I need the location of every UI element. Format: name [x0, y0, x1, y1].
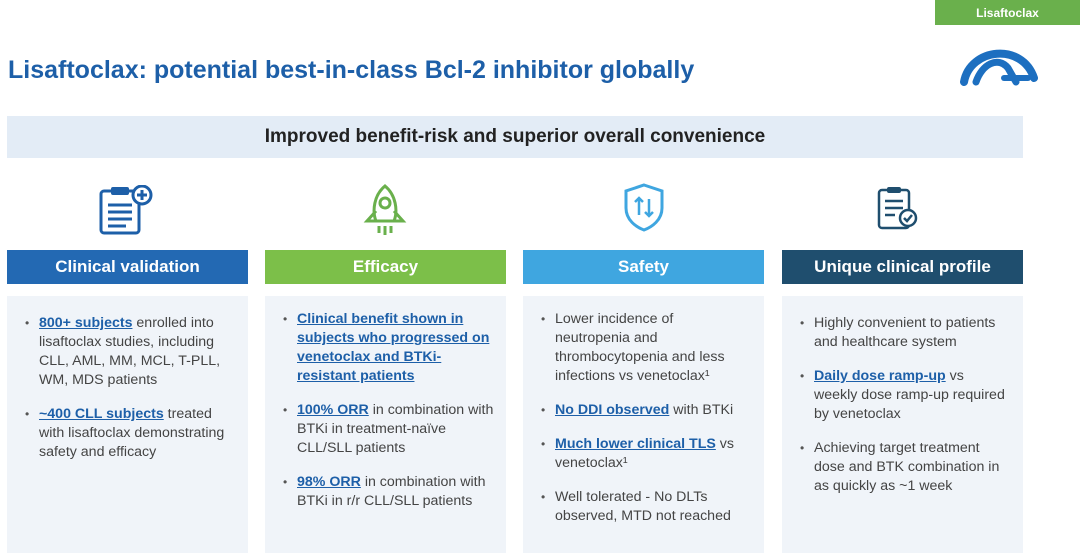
shield-icon — [624, 183, 664, 232]
list-item: Daily dose ramp-up vs weekly dose ramp-u… — [800, 367, 1011, 424]
list-item: Achieving target treatment dose and BTK … — [800, 439, 1011, 496]
list-item: 100% ORR in combination with BTKi in tre… — [283, 401, 494, 458]
list-item: 800+ subjects enrolled into lisaftoclax … — [25, 314, 236, 390]
column-header-unique-profile: Unique clinical profile — [782, 250, 1023, 284]
checklist-icon — [877, 187, 918, 230]
subtitle-banner: Improved benefit-risk and superior overa… — [7, 116, 1023, 158]
list-item: ~400 CLL subjects treated with lisaftocl… — [25, 405, 236, 462]
column-body-unique-profile: Highly convenient to patients and health… — [782, 296, 1023, 553]
column-body-clinical-validation: 800+ subjects enrolled into lisaftoclax … — [7, 296, 248, 553]
list-item: Highly convenient to patients and health… — [800, 314, 1011, 352]
list-item: Lower incidence of neutropenia and throm… — [541, 310, 752, 386]
brand-tag: Lisaftoclax — [935, 0, 1080, 25]
column-header-clinical-validation: Clinical validation — [7, 250, 248, 284]
list-item: No DDI observed with BTKi — [541, 401, 752, 420]
clipboard-plus-icon — [99, 185, 153, 235]
column-body-safety: Lower incidence of neutropenia and throm… — [523, 296, 764, 553]
list-item: Well tolerated - No DLTs observed, MTD n… — [541, 488, 752, 526]
rocket-icon — [363, 184, 407, 235]
list-item: Much lower clinical TLS vs venetoclax¹ — [541, 435, 752, 473]
column-header-efficacy: Efficacy — [265, 250, 506, 284]
page-title: Lisaftoclax: potential best-in-class Bcl… — [8, 56, 695, 84]
company-logo — [960, 49, 1038, 86]
list-item: Clinical benefit shown in subjects who p… — [283, 310, 494, 386]
list-item: 98% ORR in combination with BTKi in r/r … — [283, 473, 494, 511]
column-header-safety: Safety — [523, 250, 764, 284]
column-body-efficacy: Clinical benefit shown in subjects who p… — [265, 296, 506, 553]
